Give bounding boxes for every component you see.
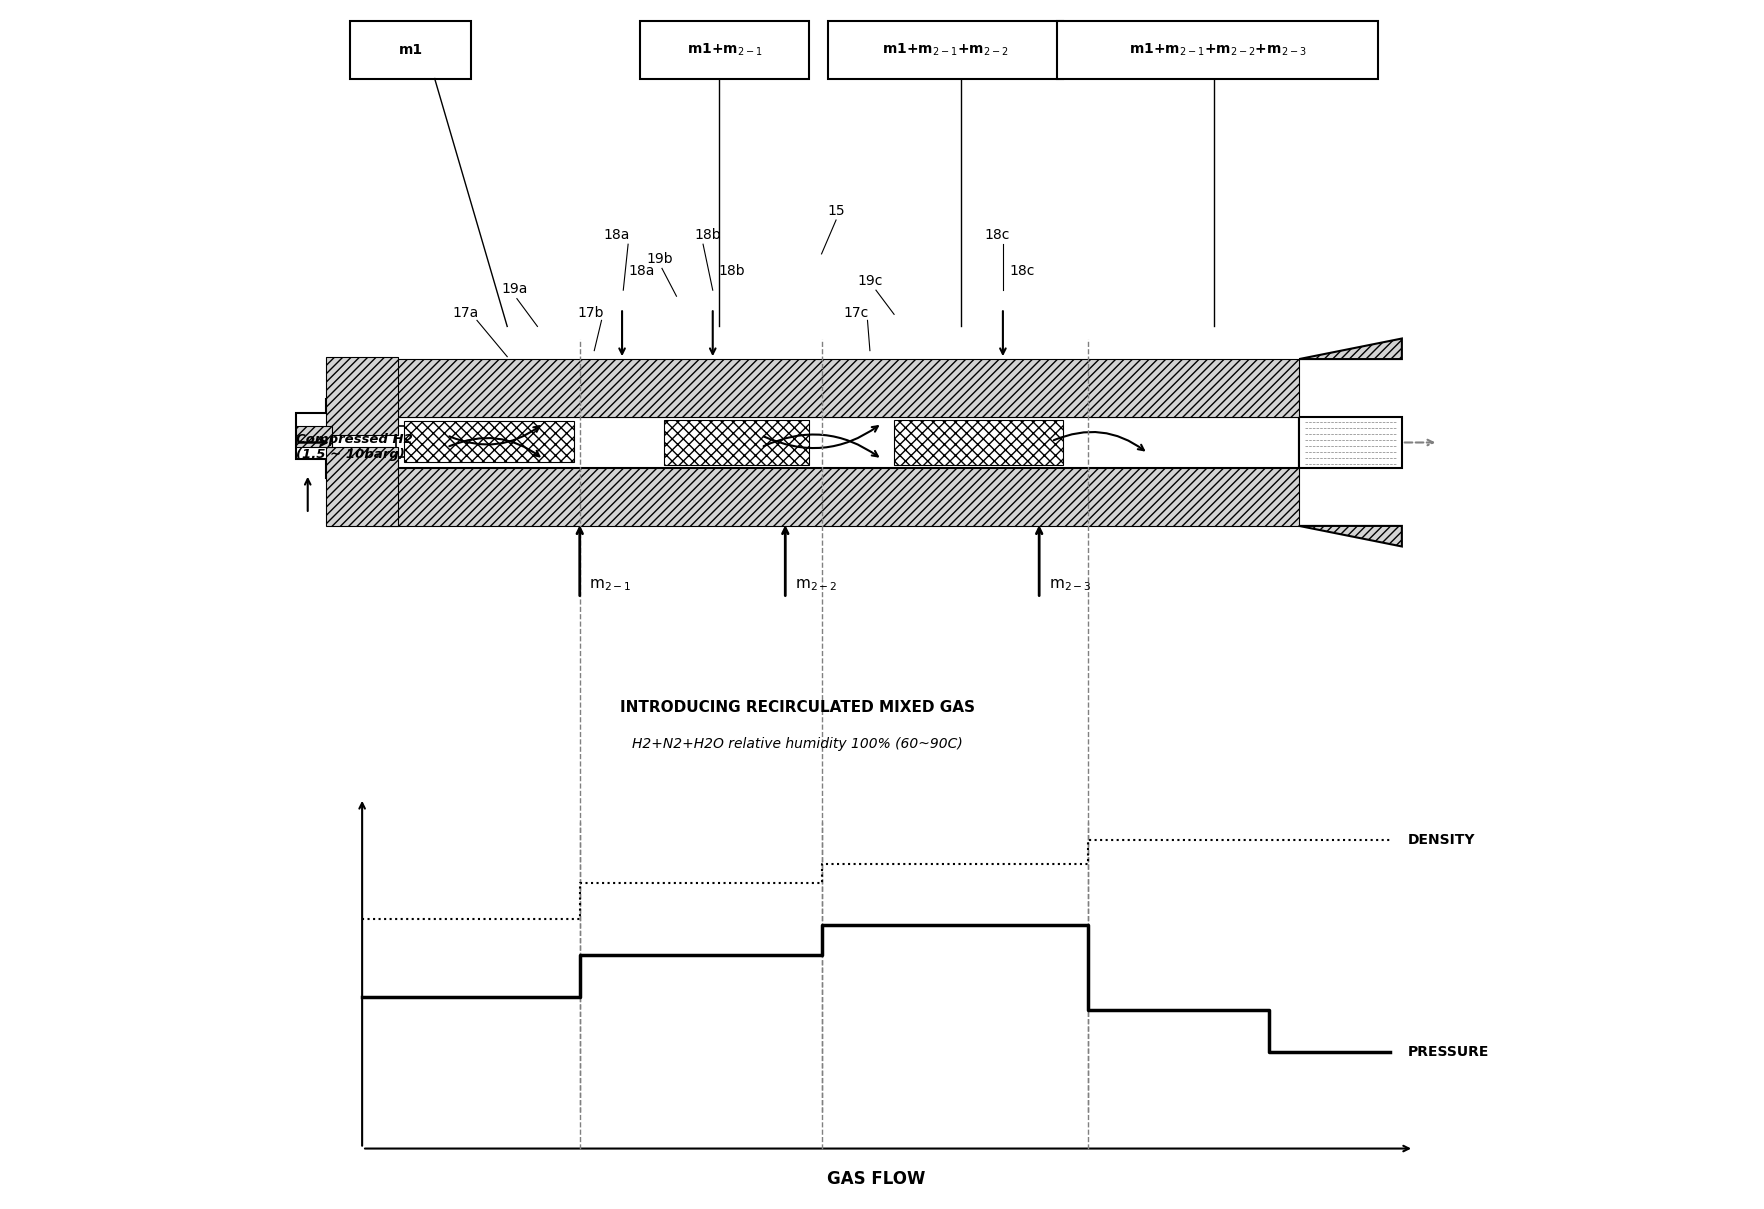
Text: 19a: 19a — [501, 282, 527, 296]
Text: GAS FLOW: GAS FLOW — [827, 1170, 924, 1187]
Text: 18a: 18a — [628, 264, 654, 278]
Polygon shape — [1298, 339, 1402, 359]
Bar — [665, 420, 810, 465]
Text: m1+m$_{2-1}$: m1+m$_{2-1}$ — [686, 41, 762, 58]
FancyBboxPatch shape — [395, 426, 420, 457]
Text: 15: 15 — [827, 203, 845, 218]
FancyBboxPatch shape — [349, 21, 471, 79]
Bar — [381, 468, 1298, 526]
FancyBboxPatch shape — [640, 21, 810, 79]
Text: m1: m1 — [399, 42, 423, 57]
Bar — [326, 447, 399, 526]
Text: m1+m$_{2-1}$+m$_{2-2}$: m1+m$_{2-1}$+m$_{2-2}$ — [882, 41, 1009, 58]
Text: m$_{2-2}$: m$_{2-2}$ — [796, 578, 838, 592]
FancyBboxPatch shape — [1298, 417, 1402, 468]
Text: 19c: 19c — [857, 273, 884, 288]
Text: 18b: 18b — [718, 264, 746, 278]
Bar — [404, 421, 573, 462]
Text: 17a: 17a — [453, 306, 480, 320]
Text: H2+N2+H2O relative humidity 100% (60~90C): H2+N2+H2O relative humidity 100% (60~90C… — [632, 736, 963, 751]
Text: 18a: 18a — [603, 227, 630, 242]
Text: 19b: 19b — [646, 251, 672, 266]
Text: 17c: 17c — [843, 306, 868, 320]
Bar — [296, 426, 332, 447]
Text: 17b: 17b — [577, 306, 603, 320]
FancyBboxPatch shape — [326, 399, 399, 478]
Polygon shape — [1298, 526, 1402, 546]
FancyBboxPatch shape — [296, 413, 332, 459]
FancyBboxPatch shape — [1057, 21, 1378, 79]
Text: 18b: 18b — [695, 227, 721, 242]
Bar — [894, 420, 1064, 465]
Text: DENSITY: DENSITY — [1408, 833, 1475, 848]
Bar — [381, 359, 1298, 417]
Text: m1+m$_{2-1}$+m$_{2-2}$+m$_{2-3}$: m1+m$_{2-1}$+m$_{2-2}$+m$_{2-3}$ — [1129, 41, 1307, 58]
Text: Compressed H2
(1.5 ~ 10barg): Compressed H2 (1.5 ~ 10barg) — [296, 433, 413, 462]
Text: PRESSURE: PRESSURE — [1408, 1045, 1489, 1059]
Text: m$_{2-1}$: m$_{2-1}$ — [589, 578, 632, 592]
Bar — [326, 357, 399, 435]
Text: 18c: 18c — [1009, 264, 1034, 278]
Text: INTRODUCING RECIRCULATED MIXED GAS: INTRODUCING RECIRCULATED MIXED GAS — [619, 700, 975, 715]
Text: 18c: 18c — [984, 227, 1011, 242]
FancyBboxPatch shape — [381, 417, 1298, 468]
Text: m$_{2-3}$: m$_{2-3}$ — [1050, 578, 1092, 592]
FancyBboxPatch shape — [827, 21, 1064, 79]
